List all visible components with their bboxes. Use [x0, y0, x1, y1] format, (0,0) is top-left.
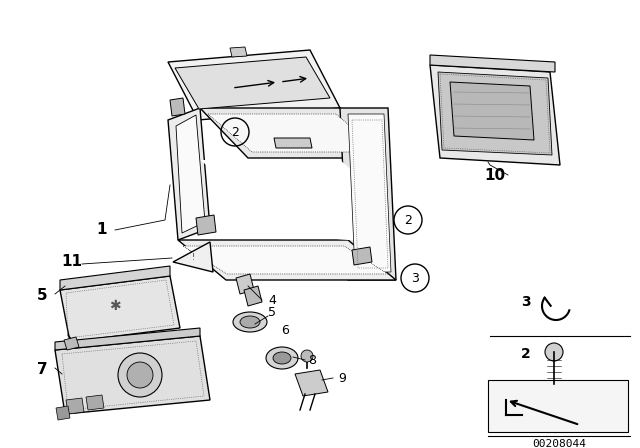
Text: 4: 4: [268, 293, 276, 306]
Polygon shape: [200, 108, 388, 158]
Polygon shape: [173, 242, 213, 272]
Text: 7: 7: [36, 362, 47, 378]
Polygon shape: [295, 370, 328, 396]
Text: 8: 8: [308, 353, 316, 366]
Text: 3: 3: [521, 295, 531, 309]
Text: 3: 3: [411, 271, 419, 284]
Text: 00208044: 00208044: [532, 439, 586, 448]
Polygon shape: [56, 406, 70, 420]
Ellipse shape: [233, 312, 267, 332]
Polygon shape: [66, 398, 84, 414]
Polygon shape: [196, 215, 216, 235]
Polygon shape: [230, 47, 247, 57]
Text: 5: 5: [36, 289, 47, 303]
Polygon shape: [244, 286, 262, 306]
Polygon shape: [86, 395, 104, 410]
Circle shape: [127, 362, 153, 388]
Polygon shape: [208, 114, 380, 152]
Text: 2: 2: [404, 214, 412, 227]
Text: 9: 9: [338, 371, 346, 384]
Polygon shape: [60, 276, 180, 342]
Ellipse shape: [240, 316, 260, 328]
Polygon shape: [178, 240, 396, 280]
Text: 1: 1: [97, 223, 108, 237]
Polygon shape: [175, 57, 330, 109]
Circle shape: [118, 353, 162, 397]
Polygon shape: [55, 328, 200, 350]
Polygon shape: [64, 337, 79, 350]
Polygon shape: [168, 108, 210, 240]
Text: 6: 6: [281, 323, 289, 336]
Text: !: !: [191, 254, 195, 263]
Bar: [488, 380, 628, 432]
Polygon shape: [340, 108, 396, 280]
Polygon shape: [450, 82, 534, 140]
Polygon shape: [176, 115, 205, 233]
Circle shape: [301, 350, 313, 362]
Text: 2: 2: [231, 125, 239, 138]
Text: ✱: ✱: [109, 299, 121, 313]
Ellipse shape: [273, 352, 291, 364]
Polygon shape: [168, 50, 340, 120]
Polygon shape: [438, 72, 552, 155]
Polygon shape: [183, 246, 388, 274]
Polygon shape: [236, 274, 254, 294]
Text: 2: 2: [521, 347, 531, 361]
Text: 5: 5: [268, 306, 276, 319]
Polygon shape: [60, 266, 170, 290]
Polygon shape: [348, 114, 391, 272]
Polygon shape: [55, 336, 210, 414]
Ellipse shape: [266, 347, 298, 369]
Polygon shape: [200, 160, 386, 240]
Circle shape: [545, 343, 563, 361]
Text: 11: 11: [61, 254, 83, 270]
Polygon shape: [430, 65, 560, 165]
Polygon shape: [430, 55, 555, 72]
Text: 10: 10: [484, 168, 506, 182]
Polygon shape: [170, 98, 185, 116]
Polygon shape: [352, 247, 372, 265]
Polygon shape: [274, 138, 312, 148]
